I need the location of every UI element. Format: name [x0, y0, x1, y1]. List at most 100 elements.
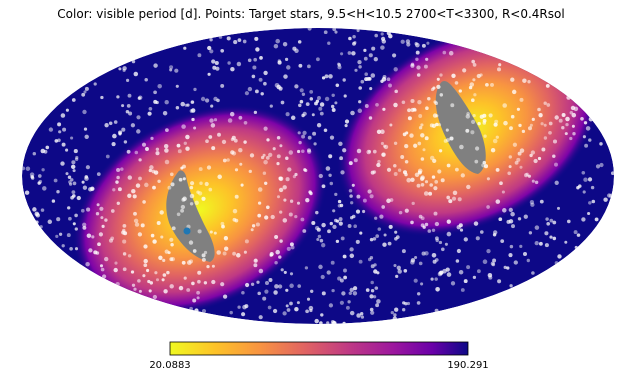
star-point — [40, 208, 45, 212]
star-point — [340, 170, 345, 175]
star-point — [405, 39, 411, 44]
star-point — [297, 40, 302, 44]
star-point — [508, 155, 512, 159]
star-point — [427, 229, 432, 233]
star-point — [279, 210, 283, 214]
star-point — [566, 95, 571, 100]
star-point — [167, 185, 172, 190]
colorbar: 20.0883 190.291 — [149, 341, 489, 371]
star-point — [58, 232, 63, 236]
star-point — [100, 95, 104, 100]
star-point — [329, 221, 333, 226]
star-point — [319, 321, 323, 324]
star-point — [101, 224, 105, 228]
star-point — [211, 264, 215, 268]
star-point — [143, 244, 148, 249]
star-point — [204, 181, 209, 187]
star-point — [259, 56, 263, 60]
star-point — [82, 225, 87, 230]
star-point — [210, 104, 214, 108]
star-point — [413, 143, 418, 148]
star-point — [379, 214, 384, 219]
star-point — [364, 72, 368, 76]
star-point — [148, 168, 152, 173]
star-point — [185, 146, 190, 151]
star-point — [362, 198, 367, 203]
star-point — [510, 211, 515, 217]
star-point — [341, 291, 346, 296]
star-point — [278, 255, 282, 259]
star-point — [393, 313, 397, 317]
star-point — [249, 153, 255, 158]
star-point — [182, 177, 186, 181]
target-stars-points — [22, 28, 614, 324]
star-point — [554, 261, 559, 265]
star-point — [431, 253, 437, 258]
star-point — [256, 280, 260, 284]
star-point — [257, 201, 262, 205]
star-point — [348, 161, 353, 166]
star-point — [178, 177, 183, 182]
star-point — [370, 310, 375, 315]
star-point — [531, 117, 535, 121]
star-point — [326, 321, 330, 324]
star-point — [392, 316, 397, 321]
star-point — [490, 82, 494, 87]
star-point — [372, 237, 377, 241]
star-point — [180, 204, 186, 210]
star-point — [282, 41, 288, 47]
star-point — [381, 36, 386, 42]
star-point — [118, 67, 122, 71]
star-point — [210, 123, 216, 128]
star-point — [329, 181, 334, 186]
star-point — [334, 218, 338, 223]
star-point — [380, 129, 385, 134]
star-point — [571, 124, 575, 128]
star-point — [343, 94, 347, 98]
star-point — [121, 104, 125, 108]
star-point — [285, 304, 289, 308]
star-point — [554, 115, 559, 120]
star-point — [189, 306, 194, 311]
star-point — [404, 172, 408, 177]
star-point — [357, 59, 362, 65]
star-point — [452, 190, 458, 196]
star-point — [360, 312, 364, 316]
star-point — [380, 45, 385, 50]
star-point — [583, 121, 588, 125]
star-point — [275, 249, 280, 255]
star-point — [358, 86, 363, 90]
star-point — [236, 253, 241, 258]
star-point — [558, 118, 563, 123]
star-point — [243, 250, 247, 254]
star-point — [216, 98, 220, 103]
star-point — [221, 139, 227, 145]
star-point — [289, 272, 294, 276]
star-point — [349, 247, 354, 252]
star-point — [253, 110, 258, 115]
star-point — [305, 309, 309, 314]
star-point — [183, 276, 187, 280]
star-point — [116, 95, 120, 99]
star-point — [268, 152, 273, 158]
star-point — [39, 225, 43, 229]
star-point — [552, 236, 557, 241]
star-point — [574, 245, 578, 249]
star-point — [286, 246, 291, 251]
star-point — [278, 187, 284, 193]
star-point — [388, 33, 393, 39]
star-point — [450, 281, 456, 286]
star-point — [340, 52, 344, 56]
star-point — [155, 278, 160, 282]
star-point — [482, 160, 487, 165]
star-point — [253, 57, 258, 62]
star-point — [332, 209, 336, 213]
star-point — [348, 291, 353, 296]
star-point — [446, 231, 452, 237]
star-point — [552, 154, 556, 158]
star-point — [319, 102, 325, 107]
star-point — [55, 234, 59, 239]
star-point — [506, 266, 510, 270]
star-point — [180, 208, 185, 213]
star-point — [135, 183, 141, 188]
